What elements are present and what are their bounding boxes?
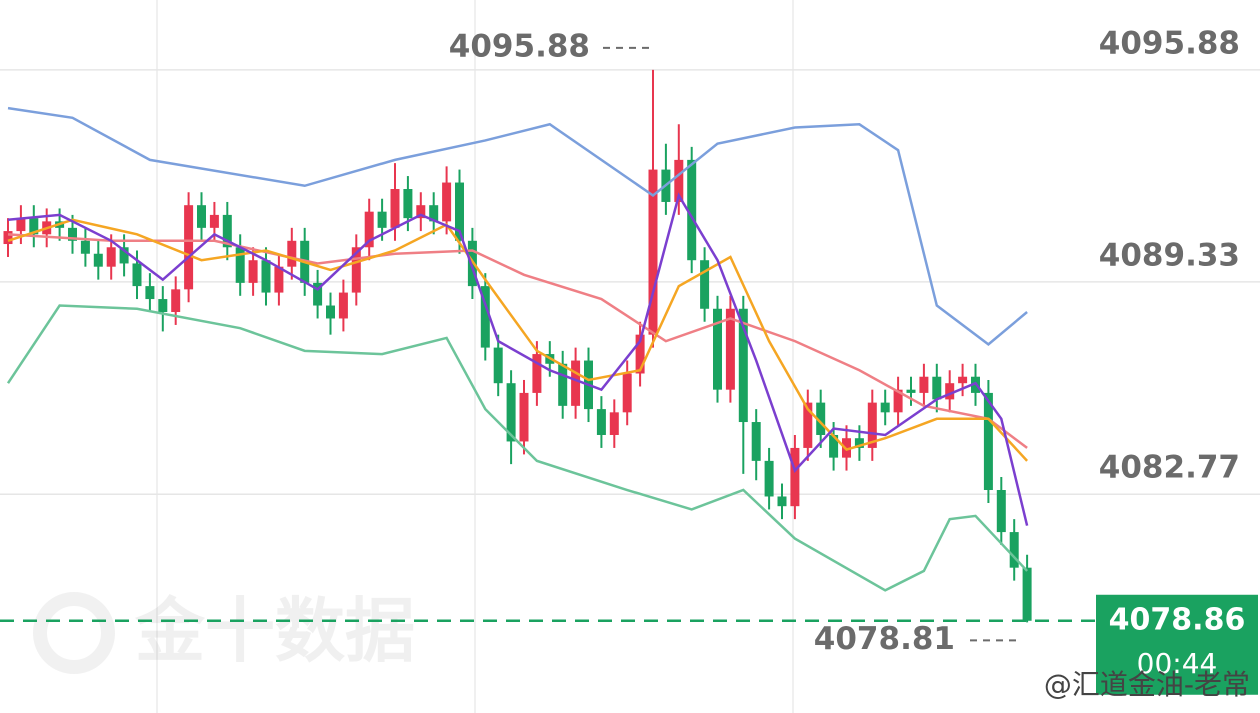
candle-body	[713, 308, 722, 390]
candle-body	[313, 282, 323, 306]
candle-body	[945, 383, 955, 400]
candle-body	[158, 299, 168, 312]
candle-body	[455, 182, 464, 241]
candle-body	[416, 205, 426, 219]
candle-body	[93, 253, 103, 267]
y-tick-label: 4095.88	[1099, 25, 1240, 61]
high-label: 4095.88	[449, 28, 590, 64]
candle-body	[351, 247, 361, 293]
vertical-grid	[156, 0, 794, 713]
candle-body	[609, 412, 619, 435]
candle-body	[338, 292, 348, 319]
candle-body	[519, 392, 529, 442]
y-tick-label: 4082.77	[1099, 450, 1240, 486]
candle-body	[674, 159, 684, 202]
candle-body	[803, 402, 813, 448]
candle-body	[197, 205, 206, 228]
indicator-line	[6, 304, 1029, 592]
last-price-label: 4078.86	[1109, 602, 1246, 637]
candle-body	[622, 373, 632, 413]
y-tick-label: 4089.33	[1099, 237, 1240, 273]
candle-body	[854, 438, 864, 448]
candle-body	[635, 334, 645, 374]
candle-body	[506, 383, 516, 442]
candle-body	[222, 214, 232, 248]
candle-body	[287, 240, 297, 267]
candle-body	[532, 354, 542, 393]
low-label: 4078.81	[814, 621, 955, 657]
candle-body	[377, 211, 387, 228]
indicator-line	[7, 218, 1029, 462]
candle-body	[119, 247, 129, 264]
source: @汇道金油-老常	[1044, 668, 1250, 701]
indicator-line	[7, 192, 1029, 526]
candle-body	[725, 308, 735, 390]
candle-body	[893, 389, 903, 413]
candle-body	[996, 490, 1006, 533]
candle-body	[596, 409, 606, 435]
candle-body	[16, 218, 26, 232]
candle-body	[184, 205, 194, 290]
candle-body	[571, 360, 581, 406]
candle-body	[829, 434, 839, 458]
candle-body	[390, 189, 400, 228]
candle-body	[3, 231, 13, 245]
candle-body	[442, 182, 452, 222]
candle-body	[145, 286, 155, 300]
candle-body	[958, 376, 968, 384]
candle-body	[364, 211, 374, 248]
candle-body	[403, 189, 413, 219]
candle-body	[790, 447, 800, 507]
candle-body	[1009, 532, 1019, 568]
candle-body	[880, 402, 890, 413]
candle-body	[106, 247, 116, 267]
candle-body	[932, 376, 942, 400]
candle-body	[235, 247, 245, 283]
watermark: 金十数据	[134, 590, 415, 672]
candle-body	[132, 263, 142, 287]
candle-body	[68, 227, 77, 241]
candle-body	[919, 376, 929, 393]
candle-body	[274, 266, 284, 293]
candle-body	[983, 392, 993, 491]
candle-body	[29, 218, 39, 235]
candle-body	[764, 460, 774, 497]
candle-body	[906, 389, 916, 393]
candle-body	[738, 308, 748, 423]
candle-body	[493, 347, 503, 384]
candle-body	[171, 289, 181, 312]
candle-body	[751, 422, 761, 461]
candle-body	[816, 402, 826, 435]
candle-body	[867, 402, 877, 448]
candle-body	[480, 286, 490, 348]
candle-body	[209, 214, 219, 228]
watermark-icon	[33, 592, 115, 674]
candle-body	[429, 205, 439, 222]
candle-body	[700, 260, 710, 309]
candle-body	[777, 496, 787, 507]
candle-body	[648, 169, 658, 335]
candle-body	[248, 260, 258, 283]
candle-body	[687, 159, 697, 261]
watermark-logo	[33, 592, 115, 674]
indicator-line	[7, 106, 1028, 346]
candle-body	[261, 260, 271, 293]
countdown: 00:44	[1137, 647, 1218, 680]
candle-body	[326, 305, 335, 319]
last-price-box	[1096, 594, 1258, 695]
indicator-line	[7, 233, 1028, 449]
candle-body	[80, 240, 90, 254]
candle-body	[1022, 567, 1032, 621]
candle-body	[558, 363, 568, 406]
